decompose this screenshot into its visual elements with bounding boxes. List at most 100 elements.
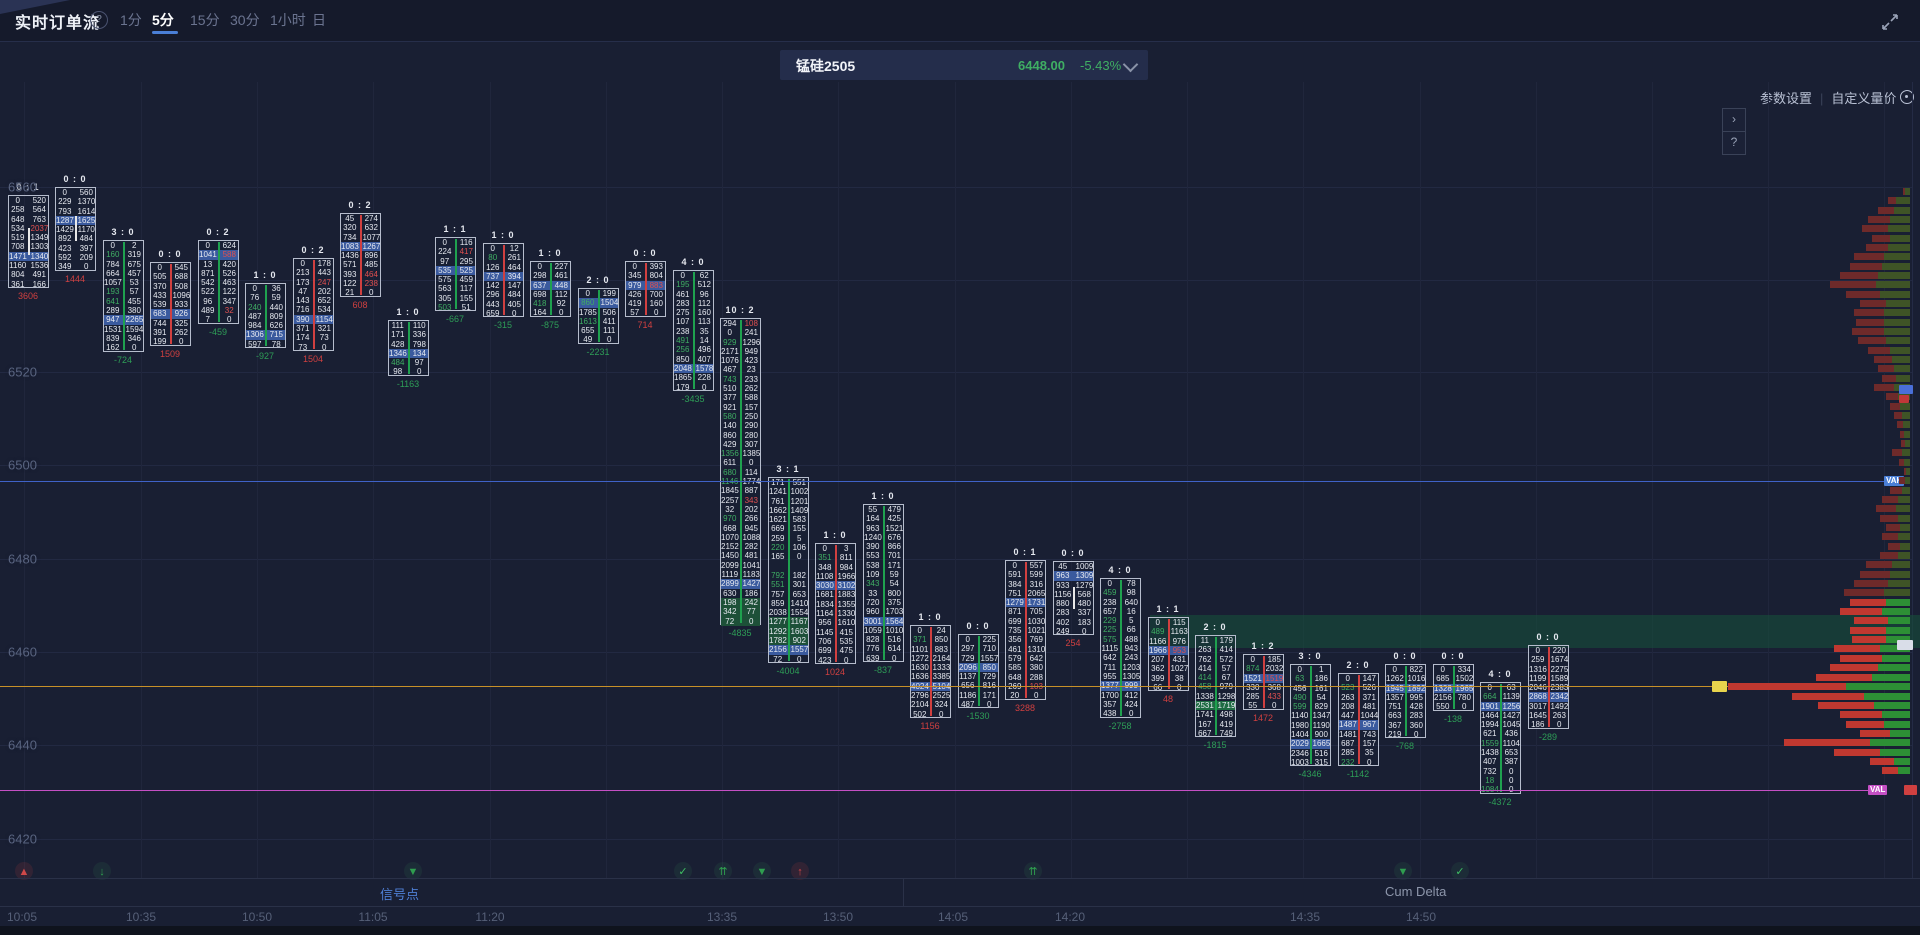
profile-bid-bar bbox=[1868, 347, 1890, 354]
footprint-row: 289 380 bbox=[104, 306, 143, 315]
ask-volume-cell: 710 bbox=[982, 644, 996, 654]
bid-volume-cell: 1621 bbox=[769, 515, 787, 525]
footprint-row: 0 78 bbox=[1101, 579, 1140, 588]
footprint-row: 174 73 bbox=[294, 333, 333, 342]
footprint-row: 642 243 bbox=[1101, 653, 1140, 662]
footprint-row: 107 113 bbox=[674, 317, 713, 326]
bid-volume-cell: 229 bbox=[58, 197, 72, 207]
ask-volume-cell: 506 bbox=[602, 307, 616, 317]
bid-volume-cell: 1662 bbox=[769, 505, 787, 515]
bid-volume-cell: 551 bbox=[771, 580, 785, 590]
ask-volume-cell: 1674 bbox=[1550, 655, 1569, 665]
bid-volume-cell: 639 bbox=[866, 653, 880, 663]
ask-volume-cell: 3102 bbox=[837, 581, 856, 591]
footprint-row: 356 769 bbox=[1006, 635, 1045, 644]
ask-volume-cell: 433 bbox=[1267, 692, 1281, 702]
footprint-imbalance-header: 1 : 2 bbox=[1251, 641, 1275, 651]
ask-volume-cell: 1521 bbox=[885, 523, 904, 533]
footprint-row: 256 496 bbox=[674, 345, 713, 354]
bid-volume-cell: 732 bbox=[1483, 766, 1497, 776]
param-settings-button[interactable]: 参数设置 bbox=[1760, 91, 1813, 106]
bid-volume-cell: 575 bbox=[438, 275, 452, 285]
ask-volume-cell: 455 bbox=[127, 296, 141, 306]
bid-volume-cell: 611 bbox=[723, 458, 737, 468]
ask-volume-cell: 526 bbox=[1362, 683, 1376, 693]
footprint-row: 423 0 bbox=[816, 656, 855, 665]
expand-icon[interactable] bbox=[1880, 12, 1900, 32]
price-gridline bbox=[0, 839, 1912, 840]
bid-volume-cell: 1481 bbox=[1339, 729, 1357, 739]
ask-volume-cell: 484 bbox=[507, 290, 521, 300]
bar-delta-value: -4835 bbox=[728, 627, 752, 638]
ask-volume-cell: 1170 bbox=[77, 225, 95, 235]
bid-volume-cell: 597 bbox=[248, 339, 262, 349]
profile-bid-bar bbox=[1890, 403, 1900, 410]
footprint-row: 1272 2164 bbox=[911, 654, 950, 663]
footprint-row: 1681 1883 bbox=[816, 590, 855, 599]
top-bar: 实时订单流 ? 1分 5分 15分 30分 1小时日 bbox=[0, 0, 1920, 42]
ask-volume-cell: 220 bbox=[1552, 646, 1566, 655]
footprint-row: 580 250 bbox=[721, 412, 760, 421]
bid-volume-cell: 1834 bbox=[816, 599, 834, 609]
ask-volume-cell: 496 bbox=[697, 345, 711, 355]
bid-volume-cell: 55 bbox=[1248, 701, 1258, 711]
footprint-row: 751 428 bbox=[1386, 702, 1425, 711]
candle-body bbox=[1119, 580, 1122, 716]
toolbar-divider: | bbox=[1820, 91, 1824, 106]
bid-volume-cell: 1464 bbox=[1481, 710, 1499, 720]
instrument-selector[interactable]: 锰硅2505 6448.00 -5.43% bbox=[780, 50, 1148, 80]
bid-volume-cell: 0 bbox=[537, 262, 542, 271]
ask-volume-cell: 324 bbox=[934, 700, 948, 710]
tab-日[interactable]: 日 bbox=[312, 12, 326, 28]
time-axis-border bbox=[0, 906, 1920, 907]
footprint-imbalance-header: 0 : 1 bbox=[1013, 547, 1037, 557]
bid-volume-cell: 390 bbox=[296, 314, 310, 324]
panel-expand-button[interactable]: › bbox=[1722, 108, 1746, 132]
footprint-row: 1166 976 bbox=[1149, 637, 1188, 646]
bid-volume-cell: 390 bbox=[866, 542, 880, 552]
candle-body bbox=[502, 245, 505, 316]
footprint-row: 776 614 bbox=[864, 644, 903, 653]
bid-volume-cell: 199 bbox=[153, 337, 167, 347]
bid-volume-cell: 0 bbox=[585, 289, 590, 298]
footprint-row: 21 0 bbox=[341, 288, 380, 297]
custom-volume-button[interactable]: 自定义量价 bbox=[1831, 91, 1897, 106]
chevron-down-icon[interactable] bbox=[1122, 56, 1139, 73]
ask-volume-cell: 1719 bbox=[1217, 701, 1236, 711]
footprint-row: 523 526 bbox=[1339, 683, 1378, 692]
ask-volume-cell: 443 bbox=[317, 268, 331, 278]
profile-bid-bar bbox=[1901, 440, 1905, 447]
ask-volume-cell: 199 bbox=[602, 289, 616, 298]
ask-volume-cell: 78 bbox=[1126, 579, 1136, 588]
bid-volume-cell: 716 bbox=[296, 305, 310, 315]
ask-volume-cell: 161 bbox=[1314, 683, 1328, 693]
bid-volume-cell: 111 bbox=[391, 321, 404, 330]
ask-volume-cell: 2525 bbox=[932, 691, 951, 701]
bid-volume-cell: 737 bbox=[486, 271, 500, 281]
ask-volume-cell: 282 bbox=[744, 542, 758, 552]
ask-volume-cell: 967 bbox=[1362, 720, 1376, 730]
tab-15分[interactable]: 15分 bbox=[190, 12, 220, 28]
bid-volume-cell: 792 bbox=[771, 570, 785, 580]
signal-glyph: ↑ bbox=[797, 866, 803, 878]
tab-30分[interactable]: 30分 bbox=[230, 12, 260, 28]
candle-wick bbox=[1072, 587, 1075, 610]
help-icon[interactable]: ? bbox=[90, 11, 108, 29]
ask-volume-cell: 850 bbox=[934, 635, 948, 645]
tab-1小时[interactable]: 1小时 bbox=[270, 12, 306, 28]
ask-volume-cell: 1203 bbox=[1122, 662, 1141, 672]
candle-body bbox=[834, 545, 837, 662]
bid-volume-cell: 828 bbox=[866, 635, 880, 645]
target-icon[interactable] bbox=[1900, 90, 1915, 104]
tab-1分[interactable]: 1分 bbox=[120, 12, 142, 28]
tab-5分[interactable]: 5分 bbox=[152, 12, 174, 28]
bid-volume-cell: 351 bbox=[818, 553, 832, 563]
ask-volume-cell: 202 bbox=[317, 286, 331, 296]
footprint-row: 860 280 bbox=[721, 431, 760, 440]
footprint-row: 109 59 bbox=[864, 570, 903, 579]
price-gridline bbox=[0, 372, 1912, 373]
panel-help-button[interactable]: ? bbox=[1722, 131, 1746, 155]
bid-volume-cell: 76 bbox=[250, 293, 260, 303]
footprint-imbalance-header: 3 : 0 bbox=[1298, 651, 1322, 661]
bid-volume-cell: 33 bbox=[868, 588, 878, 598]
